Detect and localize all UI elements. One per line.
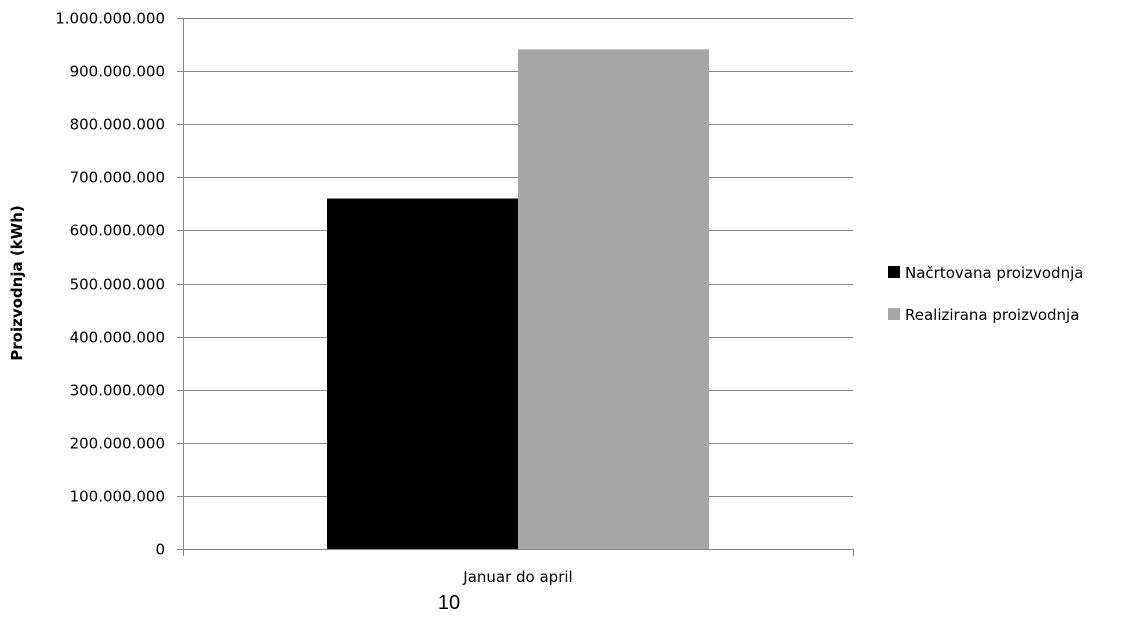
page-number: 10	[438, 592, 460, 614]
x-tick-labels: Januar do april	[462, 568, 572, 586]
legend-swatch	[888, 308, 900, 320]
y-tick-labels: 0 100.000.000 200.000.000 300.000.000 400.00…	[55, 10, 165, 559]
bar-planned	[327, 198, 518, 550]
y-tick-label: 700.000.000	[70, 169, 165, 187]
bars	[327, 49, 709, 550]
y-tick-label: 1.000.000.000	[55, 10, 165, 28]
axes	[177, 18, 854, 556]
y-tick-label: 0	[155, 541, 165, 559]
y-tick-label: 400.000.000	[70, 329, 165, 347]
y-tick-label: 100.000.000	[70, 488, 165, 506]
legend-label: Načrtovana proizvodnja	[905, 264, 1083, 282]
legend-label: Realizirana proizvodnja	[905, 306, 1079, 324]
y-tick-label: 500.000.000	[70, 276, 165, 294]
y-tick-label: 800.000.000	[70, 116, 165, 134]
y-tick-label: 900.000.000	[70, 63, 165, 81]
y-tick-label: 600.000.000	[70, 222, 165, 240]
y-axis-title: Proizvodnja (kWh)	[8, 205, 26, 360]
y-tick-label: 300.000.000	[70, 382, 165, 400]
bar-realized	[518, 49, 709, 549]
legend: Načrtovana proizvodnja Realizirana proizv…	[888, 264, 1083, 324]
y-tick-label: 200.000.000	[70, 435, 165, 453]
legend-swatch	[888, 266, 900, 278]
x-tick-label: Januar do april	[462, 568, 572, 586]
